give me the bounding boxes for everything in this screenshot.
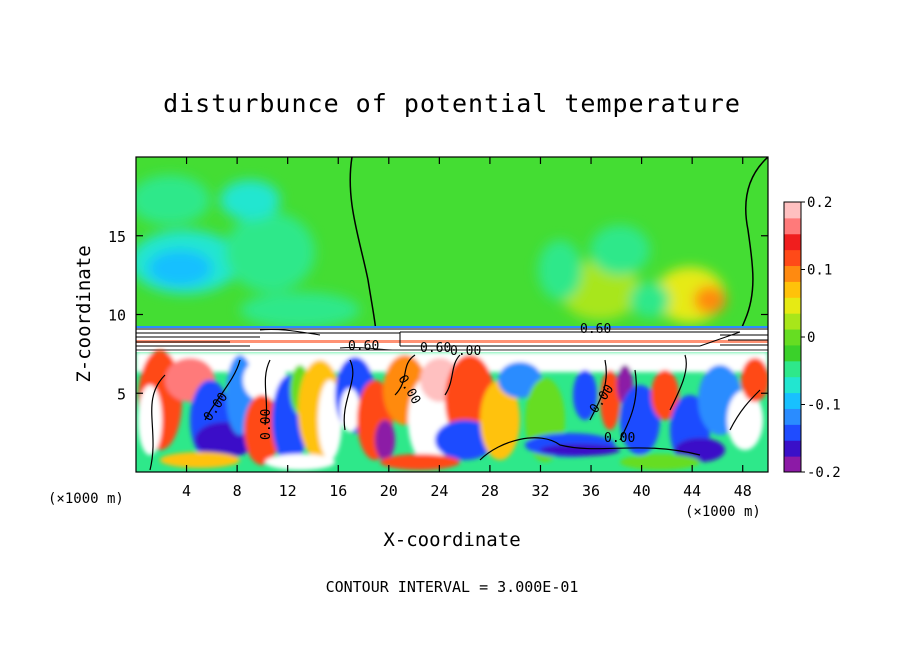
colorbar-tick-label: -0.2 [807, 465, 841, 481]
x-tick-label: 32 [531, 482, 549, 500]
contour-label: 0.00 [259, 409, 274, 440]
y-tick-label: 5 [117, 385, 126, 403]
x-tick-label: 44 [683, 482, 701, 500]
x-tick-label: 4 [182, 482, 191, 500]
contour-interval-note: CONTOUR INTERVAL = 3.000E-01 [326, 578, 579, 596]
contour-label: 0.60 [580, 322, 611, 337]
x-axis-ticks: 4 8 12 16 20 24 28 32 36 40 44 48 [182, 157, 752, 500]
colorbar-swatch [784, 265, 801, 282]
x-tick-label: 28 [481, 482, 499, 500]
colorbar-swatch [784, 456, 801, 473]
plot-area [136, 157, 768, 472]
y-tick-label: 10 [108, 307, 126, 325]
x-tick-label: 36 [582, 482, 600, 500]
colorbar-swatch [784, 297, 801, 314]
y-unit-label: (×1000 m) [48, 491, 124, 507]
colorbar-tick-label: 0.2 [807, 195, 832, 211]
colorbar-tick-label: -0.1 [807, 398, 841, 414]
colorbar-swatch [784, 249, 801, 267]
x-axis-label: X-coordinate [383, 529, 520, 551]
colorbar-swatch [784, 217, 801, 235]
colorbar-swatch [784, 440, 801, 457]
colorbar-swatch [784, 202, 801, 219]
colorbar-tick-label: 0.1 [807, 263, 832, 279]
colorbar-swatch [784, 281, 801, 298]
y-axis-ticks: 5 10 15 [108, 228, 768, 403]
colorbar [783, 201, 802, 473]
contour-label: 0.60 [348, 339, 379, 354]
colorbar-swatch [784, 408, 801, 425]
colorbar-swatch [784, 392, 801, 409]
x-tick-label: 24 [430, 482, 448, 500]
x-tick-label: 20 [380, 482, 398, 500]
contour-label: 0.00 [604, 431, 635, 446]
y-tick-label: 15 [108, 228, 126, 246]
contour-label: 0.00 [450, 344, 481, 359]
contour-label: 0.60 [420, 341, 451, 356]
colorbar-swatch [784, 360, 801, 378]
x-tick-label: 40 [633, 482, 651, 500]
x-unit-label: (×1000 m) [685, 504, 761, 520]
y-axis-label: Z-coordinate [73, 245, 95, 382]
colorbar-swatch [784, 424, 801, 441]
chart-title: disturbunce of potential temperature [163, 89, 741, 118]
colorbar-swatch [784, 376, 801, 394]
x-tick-label: 16 [329, 482, 347, 500]
colorbar-tick-label: 0 [807, 330, 815, 346]
x-tick-label: 48 [734, 482, 752, 500]
colorbar-swatch [784, 344, 801, 362]
colorbar-tick-labels: 0.2 0.1 0 -0.1 -0.2 [801, 195, 841, 481]
colorbar-swatch [784, 313, 801, 330]
colorbar-swatch [784, 233, 801, 251]
x-tick-label: 12 [279, 482, 297, 500]
x-tick-label: 8 [233, 482, 242, 500]
colorbar-swatch [784, 329, 801, 346]
